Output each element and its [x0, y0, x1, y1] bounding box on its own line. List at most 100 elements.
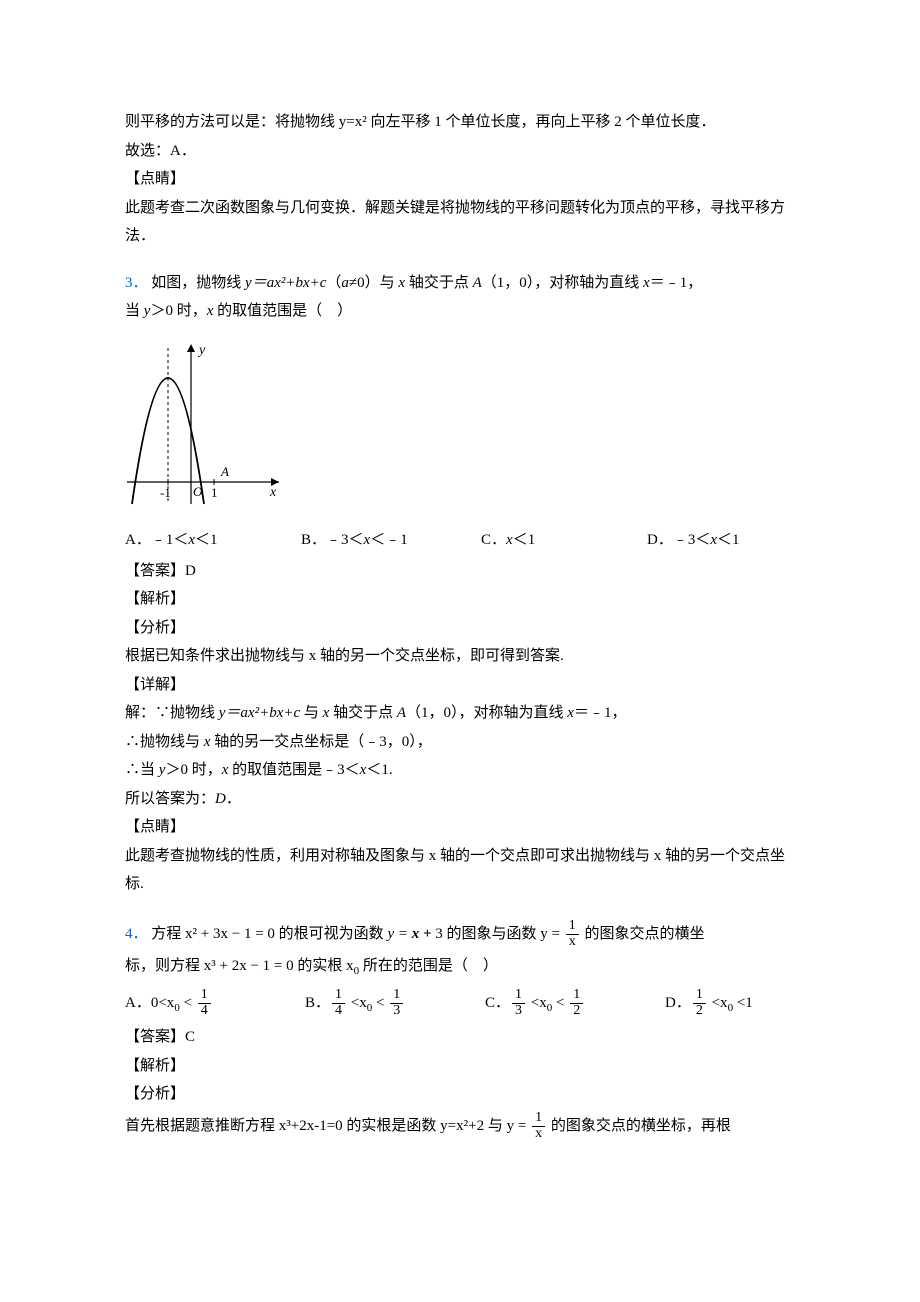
q3-s2c: ＞0 时，	[150, 303, 206, 319]
q3-number: 3．	[125, 275, 148, 291]
q4D-lfrac: 12	[693, 988, 706, 1018]
q3-s1c: （	[326, 275, 341, 291]
page: 则平移的方法可以是：将抛物线 y=x² 向左平移 1 个单位长度，再向上平移 2…	[0, 0, 920, 1203]
label-neg1: -1	[160, 485, 171, 500]
q4-stem-line2: 标，则方程 x³ + 2x − 1 = 0 的实根 x0 所在的范围是（ ）	[125, 951, 795, 983]
q4-number: 4．	[125, 926, 148, 942]
q3-opt-b: B．﹣3＜x＜﹣1	[301, 526, 481, 555]
q3-s1d: a	[341, 275, 349, 291]
q4-eq3-num: 1	[566, 919, 579, 935]
q4-eq2-pre: y =	[387, 926, 411, 942]
q4-fenxi-line1: 首先根据题意推断方程 x³+2x-1=0 的实根是函数 y=x²+2 与 y =…	[125, 1109, 795, 1144]
q3B-pre: B．﹣3＜	[301, 532, 364, 548]
y-axis-arrow	[187, 344, 195, 352]
spacer	[125, 251, 795, 269]
label-1: 1	[211, 485, 218, 500]
q3x1g: （1，0），对称轴为直线	[406, 705, 567, 721]
q4A-pre: A．	[125, 995, 151, 1011]
q4C-rnum: 1	[570, 988, 583, 1004]
q4A-den: 4	[198, 1004, 211, 1019]
intro-line1: 则平移的方法可以是：将抛物线 y=x² 向左平移 1 个单位长度，再向上平移 2…	[125, 108, 795, 137]
q4C-lfrac: 13	[512, 988, 525, 1018]
q3-xiangjie-line1: 解：∵抛物线 y＝ax²+bx+c 与 x 轴交于点 A（1，0），对称轴为直线…	[125, 699, 795, 728]
q3-xiangjie-tag: 【详解】	[125, 677, 185, 693]
q3x2c: 轴的另一交点坐标是（﹣3，0），	[210, 734, 431, 750]
q4A-lt1: <x	[158, 995, 174, 1011]
q4f1a: 首先根据题意推断方程 x³+2x-1=0 的实根是函数 y=x²+2 与	[125, 1118, 507, 1134]
q4-eq-cube: x³ + 2x − 1 = 0	[204, 958, 294, 974]
q4C-lt2: <	[552, 995, 568, 1011]
q4-opt-a: A．0<x0 < 14	[125, 985, 305, 1021]
label-O: O	[193, 484, 203, 499]
q3D-pre: D．﹣3＜	[647, 532, 710, 548]
parabola-graph: -1 1 O x y A	[119, 334, 287, 512]
q4B-pre: B．	[305, 995, 330, 1011]
q4D-lt1: <x	[708, 995, 728, 1011]
q4B-rfrac: 13	[390, 988, 403, 1018]
q3x2a: ∴抛物线与	[125, 734, 204, 750]
q3A-x: x	[188, 532, 195, 548]
q3-opt-d: D．﹣3＜x＜1	[647, 526, 797, 555]
q4-jiexi-tag: 【解析】	[125, 1058, 185, 1074]
q3-s1k: ＝﹣1，	[650, 275, 703, 291]
label-A: A	[220, 464, 229, 479]
q4-opt-b: B．14 <x0 < 13	[305, 985, 485, 1021]
q3x4c: ．	[226, 791, 241, 807]
intro-dianjing-tag: 【点睛】	[125, 171, 185, 187]
q3A-post: ＜1	[195, 532, 218, 548]
q4f1-frac: 1x	[532, 1111, 545, 1141]
q3-stem-line1: 3． 如图，抛物线 y＝ax²+bx+c（a≠0）与 x 轴交于点 A（1，0）…	[125, 269, 795, 298]
q4-options: A．0<x0 < 14 B．14 <x0 < 13 C．13 <x0 < 12 …	[125, 985, 795, 1021]
q3-s1b: y＝ax²+bx+c	[245, 275, 326, 291]
q4B-lt2: <	[372, 995, 388, 1011]
q4s1b: 的根可视为函数	[275, 926, 388, 942]
q4B-lden: 4	[332, 1004, 345, 1019]
q3C-pre: C．	[481, 532, 506, 548]
q3B-post: ＜﹣1	[370, 532, 408, 548]
q3-dianjing-text: 此题考查抛物线的性质，利用对称轴及图象与 x 轴的一个交点即可求出抛物线与 x …	[125, 842, 795, 899]
q3-answer-tag: 【答案】	[125, 563, 185, 579]
q3D-post: ＜1	[717, 532, 740, 548]
q4-eq3-den: x	[566, 935, 579, 950]
q4C-pre: C．	[485, 995, 510, 1011]
q4C-lden: 3	[512, 1004, 525, 1019]
q4f1b: 的图象交点的横坐标，再根	[547, 1118, 731, 1134]
q3C-x: x	[506, 532, 513, 548]
q3-xiangjie-line3: ∴当 y＞0 时，x 的取值范围是﹣3＜x＜1.	[125, 756, 795, 785]
q3x4a: 所以答案为：	[125, 791, 215, 807]
q3-fenxi-text: 根据已知条件求出抛物线与 x 轴的另一个交点坐标，即可得到答案.	[125, 642, 795, 671]
q4-answer-tag: 【答案】	[125, 1029, 185, 1045]
q4s1c: 的图象与函数	[443, 926, 541, 942]
q4-opt-d: D．12 <x0 <1	[665, 985, 805, 1021]
q3x3c: ＞0 时，	[165, 762, 221, 778]
q3-figure: -1 1 O x y A	[119, 334, 795, 523]
q3-stem-line2: 当 y＞0 时，x 的取值范围是（ ）	[125, 297, 795, 326]
q4-stem-line1: 4． 方程 x² + 3x − 1 = 0 的根可视为函数 y = x + 3 …	[125, 917, 795, 952]
q4-answer: C	[185, 1029, 195, 1045]
q4B-lfrac: 14	[332, 988, 345, 1018]
q4B-lnum: 1	[332, 988, 345, 1004]
q4s2a: 标，则方程	[125, 958, 204, 974]
q4-eq1: x² + 3x − 1 = 0	[185, 926, 275, 942]
q3x1h: x	[567, 705, 574, 721]
q4s1d: 的图象交点的横坐	[581, 926, 705, 942]
q4D-pre: D．	[665, 995, 691, 1011]
q3-xiangjie-line2: ∴抛物线与 x 轴的另一交点坐标是（﹣3，0），	[125, 728, 795, 757]
q4-eq3-frac: 1x	[566, 919, 579, 949]
q4D-lnum: 1	[693, 988, 706, 1004]
q4f1-den: x	[532, 1127, 545, 1142]
q3-opt-c: C．x＜1	[481, 526, 647, 555]
q4B-lt1: <x	[347, 995, 367, 1011]
q3-answer: D	[185, 563, 196, 579]
q3-jiexi-tag: 【解析】	[125, 591, 185, 607]
q3x4b: D	[215, 791, 226, 807]
spacer-2	[125, 899, 795, 917]
q4D-lt2: <1	[733, 995, 753, 1011]
q3x1c: 与	[300, 705, 323, 721]
q3A-pre: A．﹣1＜	[125, 532, 188, 548]
q4f1-num: 1	[532, 1111, 545, 1127]
q3-opt-a: A．﹣1＜x＜1	[125, 526, 301, 555]
q3C-post: ＜1	[513, 532, 536, 548]
q4A-frac: 14	[198, 988, 211, 1018]
intro-dianjing-text: 此题考查二次函数图象与几何变换．解题关键是将抛物线的平移问题转化为顶点的平移，寻…	[125, 194, 795, 251]
